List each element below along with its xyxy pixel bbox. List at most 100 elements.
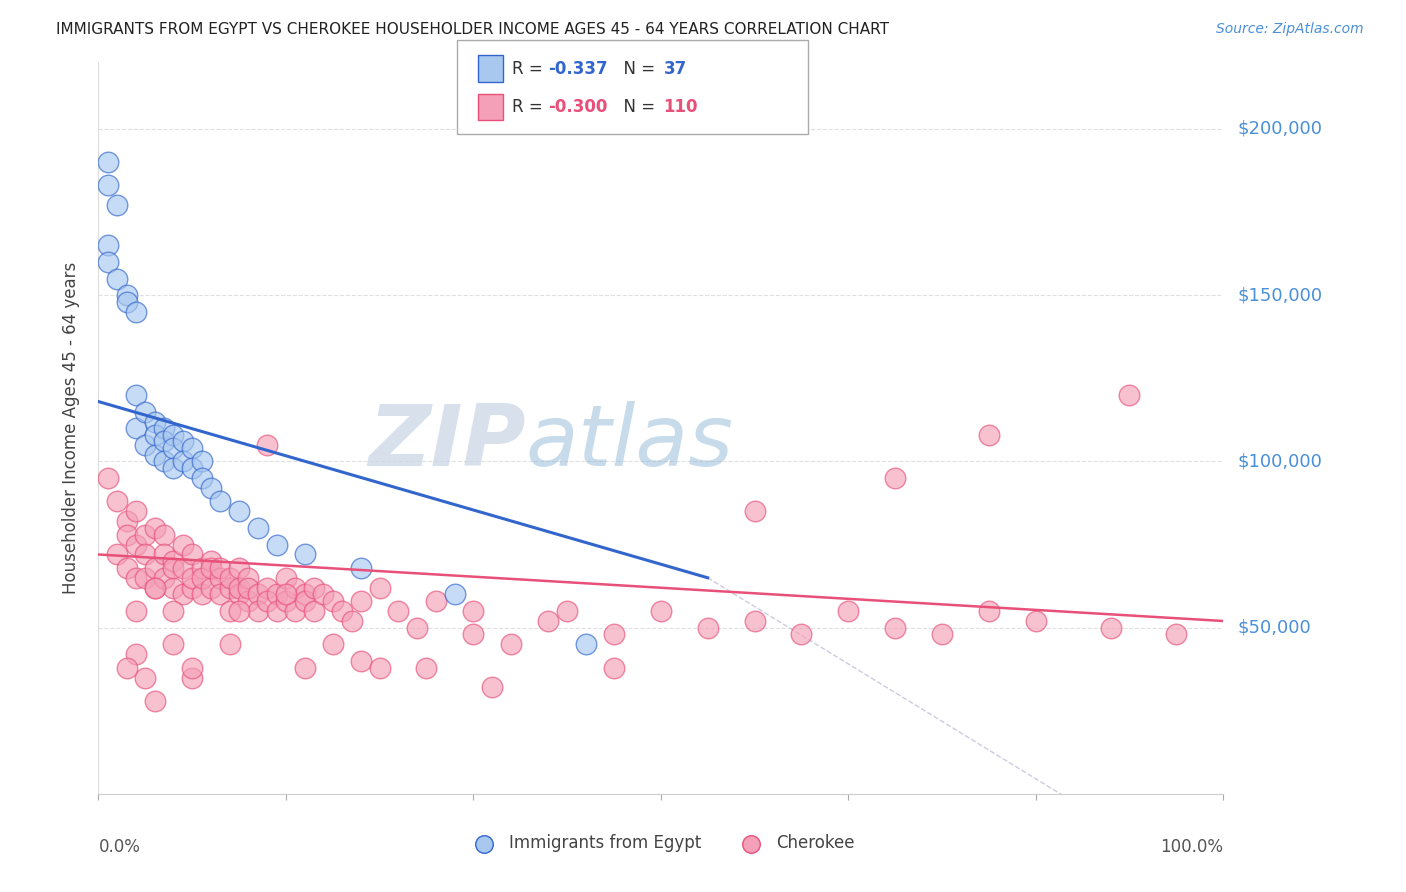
Point xyxy=(1025,614,1047,628)
Point xyxy=(218,571,240,585)
Point xyxy=(172,587,194,601)
Point xyxy=(115,561,138,575)
Point xyxy=(294,548,316,562)
Point xyxy=(266,604,288,618)
Point xyxy=(575,637,598,651)
Point xyxy=(209,561,232,575)
Point xyxy=(218,604,240,618)
Point xyxy=(181,571,204,585)
Point xyxy=(190,571,212,585)
Text: 37: 37 xyxy=(664,60,688,78)
Point xyxy=(481,681,503,695)
Point xyxy=(228,581,250,595)
Text: R =: R = xyxy=(512,60,548,78)
Point xyxy=(172,454,194,468)
Text: N =: N = xyxy=(613,60,661,78)
Point xyxy=(134,571,156,585)
Point xyxy=(312,587,335,601)
Point xyxy=(172,561,194,575)
Text: ZIP: ZIP xyxy=(368,401,526,484)
Point xyxy=(181,671,204,685)
Point xyxy=(368,660,391,674)
Point xyxy=(322,594,344,608)
Point xyxy=(162,461,184,475)
Point xyxy=(162,637,184,651)
Point xyxy=(274,587,297,601)
Point xyxy=(143,694,166,708)
Point xyxy=(228,561,250,575)
Point xyxy=(266,587,288,601)
Point xyxy=(603,627,626,641)
Point xyxy=(115,527,138,541)
Point xyxy=(340,614,363,628)
Point xyxy=(209,587,232,601)
Point xyxy=(790,627,813,641)
Point xyxy=(162,427,184,442)
Point xyxy=(555,604,578,618)
Point xyxy=(143,581,166,595)
Text: 0.0%: 0.0% xyxy=(98,838,141,855)
Point xyxy=(190,454,212,468)
Point xyxy=(350,561,373,575)
Point xyxy=(463,627,485,641)
Point xyxy=(228,504,250,518)
Point xyxy=(181,660,204,674)
Point xyxy=(134,548,156,562)
Point xyxy=(115,294,138,309)
Point xyxy=(143,415,166,429)
Point xyxy=(105,198,128,212)
Point xyxy=(105,271,128,285)
Point xyxy=(97,255,120,269)
Point xyxy=(153,548,176,562)
Point xyxy=(744,614,766,628)
Point xyxy=(463,604,485,618)
Point xyxy=(218,637,240,651)
Point xyxy=(134,527,156,541)
Text: atlas: atlas xyxy=(526,401,734,484)
Text: 110: 110 xyxy=(664,98,699,116)
Point xyxy=(228,604,250,618)
Point xyxy=(977,604,1000,618)
Point xyxy=(209,494,232,508)
Point xyxy=(200,481,222,495)
Text: $150,000: $150,000 xyxy=(1237,286,1322,304)
Point xyxy=(190,587,212,601)
Point xyxy=(1099,621,1122,635)
Text: Source: ZipAtlas.com: Source: ZipAtlas.com xyxy=(1216,22,1364,37)
Point xyxy=(406,621,429,635)
Point xyxy=(744,504,766,518)
Point xyxy=(350,594,373,608)
Point xyxy=(134,671,156,685)
Point xyxy=(125,604,148,618)
Point xyxy=(115,288,138,302)
Point xyxy=(97,178,120,193)
Point xyxy=(125,571,148,585)
Point xyxy=(125,537,148,551)
Point xyxy=(931,627,953,641)
Point xyxy=(162,554,184,568)
Y-axis label: Householder Income Ages 45 - 64 years: Householder Income Ages 45 - 64 years xyxy=(62,262,80,594)
Point xyxy=(302,604,325,618)
Point xyxy=(415,660,437,674)
Point xyxy=(246,604,269,618)
Point xyxy=(350,654,373,668)
Point xyxy=(97,471,120,485)
Point xyxy=(115,660,138,674)
Point xyxy=(153,434,176,449)
Point xyxy=(190,471,212,485)
Point xyxy=(143,427,166,442)
Point xyxy=(1118,388,1140,402)
Text: N =: N = xyxy=(613,98,661,116)
Text: IMMIGRANTS FROM EGYPT VS CHEROKEE HOUSEHOLDER INCOME AGES 45 - 64 YEARS CORRELAT: IMMIGRANTS FROM EGYPT VS CHEROKEE HOUSEH… xyxy=(56,22,889,37)
Text: -0.300: -0.300 xyxy=(548,98,607,116)
Text: 100.0%: 100.0% xyxy=(1160,838,1223,855)
Point xyxy=(162,581,184,595)
Point xyxy=(322,637,344,651)
Point xyxy=(284,604,307,618)
Point xyxy=(97,238,120,252)
Point xyxy=(162,441,184,455)
Point xyxy=(218,581,240,595)
Point xyxy=(228,587,250,601)
Point xyxy=(302,581,325,595)
Point xyxy=(134,404,156,418)
